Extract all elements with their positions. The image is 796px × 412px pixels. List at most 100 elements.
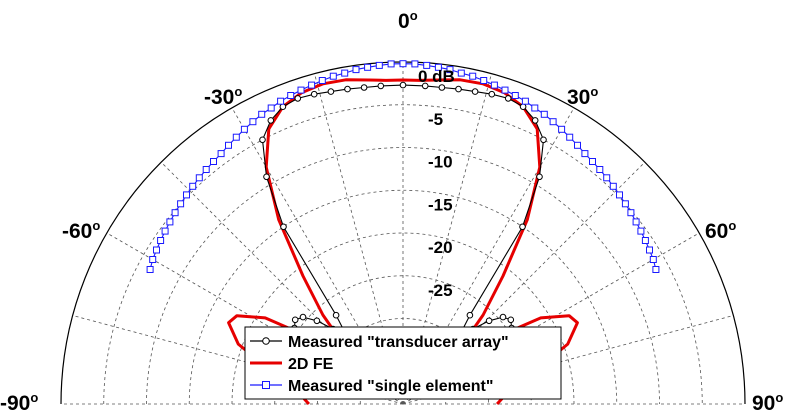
point-single-element (637, 227, 645, 235)
legend-label-fe: 2D FE (288, 356, 334, 373)
point-transducer-array (310, 90, 318, 98)
legend: Measured "transducer array" 2D FE Measur… (244, 326, 562, 400)
point-transducer-array (280, 223, 287, 231)
point-single-element (621, 200, 629, 208)
point-single-element (258, 110, 266, 118)
point-single-element (249, 118, 257, 126)
legend-label-transducer: Measured "transducer array" (288, 334, 509, 351)
point-single-element (232, 133, 240, 141)
angle-label-value: -30 (204, 86, 234, 109)
point-transducer-array (499, 313, 507, 321)
point-single-element (411, 60, 419, 68)
angle-label-degree: o (410, 8, 418, 23)
point-single-element (446, 66, 454, 74)
angle-label: 60o (705, 218, 736, 243)
angle-label-value: 60 (705, 220, 728, 243)
point-single-element (641, 237, 649, 244)
point-single-element (511, 92, 519, 99)
point-single-element (225, 141, 232, 149)
angle-label-degree: o (775, 390, 783, 405)
angle-label: 0o (398, 8, 418, 33)
point-single-element (566, 133, 574, 141)
radial-tick-label: -5 (428, 110, 443, 129)
point-single-element (581, 150, 589, 158)
angle-label: 90o (752, 390, 783, 412)
point-single-element (603, 174, 611, 182)
point-single-element (146, 266, 154, 273)
point-single-element (240, 125, 248, 133)
point-single-element (189, 182, 197, 190)
legend-entry-single: Measured "single element" (250, 378, 493, 395)
point-single-element (469, 72, 477, 80)
point-transducer-array (294, 95, 302, 102)
point-transducer-array (267, 117, 275, 124)
point-transducer-array (488, 90, 496, 98)
point-transducer-array (259, 136, 266, 144)
point-single-element (217, 150, 225, 158)
point-single-element (549, 118, 557, 126)
point-single-element (399, 60, 407, 68)
point-single-element (531, 104, 539, 112)
point-single-element (166, 218, 174, 226)
radial-tick-label: 0 dB (418, 67, 455, 86)
point-single-element (574, 141, 581, 149)
point-single-element (387, 60, 395, 68)
radial-tick-label: -25 (428, 281, 453, 300)
series-line-2d-fe (227, 78, 579, 406)
angle-label-value: 90 (752, 392, 775, 412)
point-single-element (329, 72, 337, 80)
point-single-element (153, 246, 160, 254)
point-transducer-array (421, 82, 429, 90)
point-single-element (646, 246, 653, 254)
point-transducer-array (279, 103, 287, 110)
point-transducer-array (332, 311, 340, 319)
point-single-element (171, 209, 179, 217)
point-single-element (627, 209, 635, 217)
radial-tick-label: -10 (428, 153, 453, 172)
point-transducer-array (299, 313, 307, 321)
point-transducer-array (507, 316, 515, 324)
point-single-element (501, 86, 509, 94)
point-transducer-array (519, 223, 526, 231)
point-single-element (540, 110, 548, 118)
point-single-element (375, 61, 383, 69)
point-single-element (210, 158, 217, 165)
legend-box (244, 326, 562, 400)
grid-ring (146, 147, 660, 405)
angle-label-value: 0 (398, 10, 410, 33)
angle-label: -30o (204, 84, 242, 109)
point-transducer-array (291, 316, 299, 324)
point-single-element (341, 69, 349, 77)
point-single-element (297, 86, 305, 94)
point-single-element (649, 256, 657, 263)
legend-marker-transducer (262, 337, 270, 345)
point-transducer-array (455, 85, 462, 93)
point-transducer-array (263, 173, 270, 181)
point-single-element (480, 77, 488, 84)
angle-label-degree: o (234, 84, 242, 99)
point-transducer-array (327, 88, 335, 95)
radial-tick-label: -20 (428, 238, 453, 257)
point-single-element (434, 63, 442, 71)
series-line-transducer-array (261, 84, 545, 341)
point-single-element (457, 69, 465, 77)
point-single-element (632, 218, 640, 226)
point-single-element (490, 81, 498, 89)
point-transducer-array (531, 117, 539, 124)
point-transducer-array (344, 85, 351, 93)
angle-label-degree: o (728, 218, 736, 233)
point-single-element (558, 125, 566, 133)
legend-marker-single (262, 381, 270, 389)
legend-label-single: Measured "single element" (288, 378, 493, 395)
point-single-element (161, 227, 169, 235)
angle-label-value: -60 (62, 220, 92, 243)
point-single-element (364, 63, 372, 71)
point-transducer-array (471, 88, 479, 95)
point-transducer-array (540, 136, 547, 144)
legend-entry-transducer: Measured "transducer array" (250, 334, 509, 351)
grid-ring (188, 189, 618, 405)
point-transducer-array (504, 95, 512, 102)
point-transducer-array (360, 84, 368, 91)
